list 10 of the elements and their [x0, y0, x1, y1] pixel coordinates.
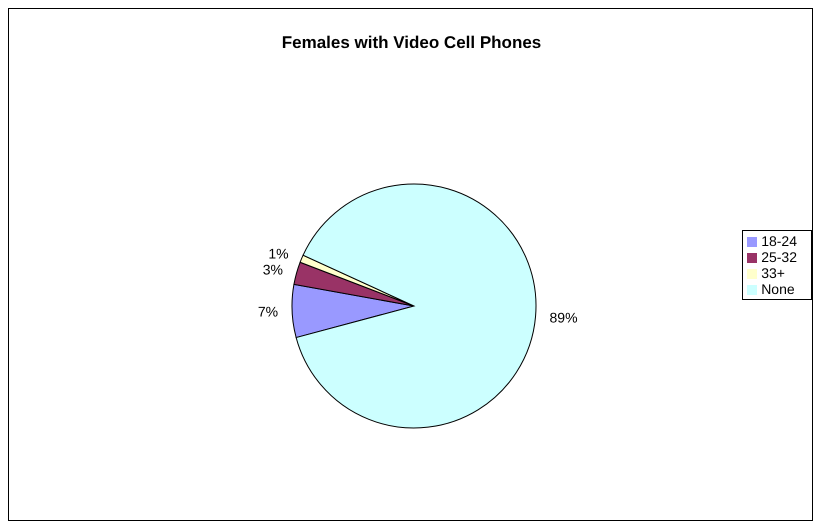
legend-label: 25-32	[761, 248, 797, 264]
chart-title: Females with Video Cell Phones	[280, 33, 542, 53]
data-label: 1%	[268, 245, 289, 262]
data-label: 89%	[550, 309, 578, 326]
data-label: 7%	[258, 304, 278, 320]
legend-label: 18-24	[761, 232, 797, 248]
legend-label: None	[761, 280, 795, 296]
data-label: 3%	[262, 261, 284, 278]
legend-label: 33+	[761, 264, 785, 280]
pie-slice	[296, 184, 536, 428]
